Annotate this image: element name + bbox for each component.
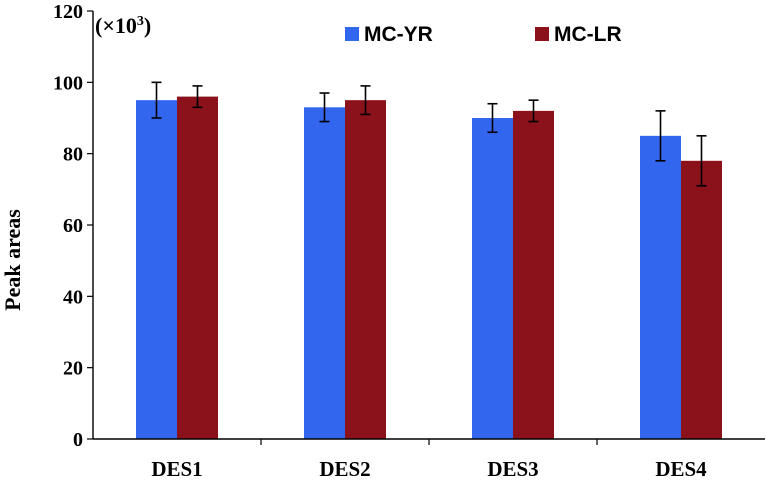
x-tick-label-des1: DES1 [151,457,202,481]
error-bar-mc-lr-des1 [192,85,203,109]
bar-mc-lr-des3 [513,110,554,439]
y-tick-label-0: 0 [73,429,83,451]
y-multiplier-base: (×10 [95,13,137,38]
y-tick-label-120: 120 [53,1,83,23]
bar-mc-lr-des4 [681,160,722,440]
y-multiplier-close: ) [144,13,151,38]
x-tick-label-des2: DES2 [319,457,370,481]
bar-mc-lr-des1 [177,96,218,439]
y-multiplier-exponent: 3 [137,14,144,29]
bar-mc-yr-des2 [304,107,345,440]
y-tick-label-20: 20 [63,358,83,380]
error-bar-mc-lr-des2 [360,85,371,116]
bar-mc-yr-des3 [472,118,513,439]
error-bar-mc-lr-des4 [696,135,707,187]
bar-mc-yr-des4 [640,135,681,440]
bars-layer [136,96,722,440]
y-tick-label-60: 60 [63,215,83,237]
error-bar-mc-yr-des4 [655,110,666,162]
y-axis-title: Peak areas [0,209,25,311]
error-bars-layer [151,81,707,187]
error-bar-mc-lr-des3 [528,99,539,123]
legend-label-mc-lr: MC-LR [554,23,622,46]
y-tick-label-80: 80 [63,144,83,166]
x-ticks-layer: DES1 DES2 DES3 DES4 [151,439,707,481]
legend-swatch-mc-lr [535,27,549,41]
bar-mc-lr-des2 [345,100,386,440]
legend-swatch-mc-yr [345,27,359,41]
error-bar-mc-yr-des3 [487,102,498,134]
legend-label-mc-yr: MC-YR [364,23,433,46]
bar-mc-yr-des1 [136,100,177,440]
x-tick-label-des3: DES3 [487,457,538,481]
legend: MC-YR MC-LR [345,23,622,46]
y-tick-label-100: 100 [53,72,83,94]
x-tick-label-des4: DES4 [655,457,707,481]
error-bar-mc-yr-des2 [319,92,330,123]
y-tick-label-40: 40 [63,286,83,308]
y-ticks-layer: 0 20 40 60 80 100 120 [53,1,93,451]
y-multiplier-label: (×103) [95,13,151,38]
error-bar-mc-yr-des1 [151,81,162,119]
